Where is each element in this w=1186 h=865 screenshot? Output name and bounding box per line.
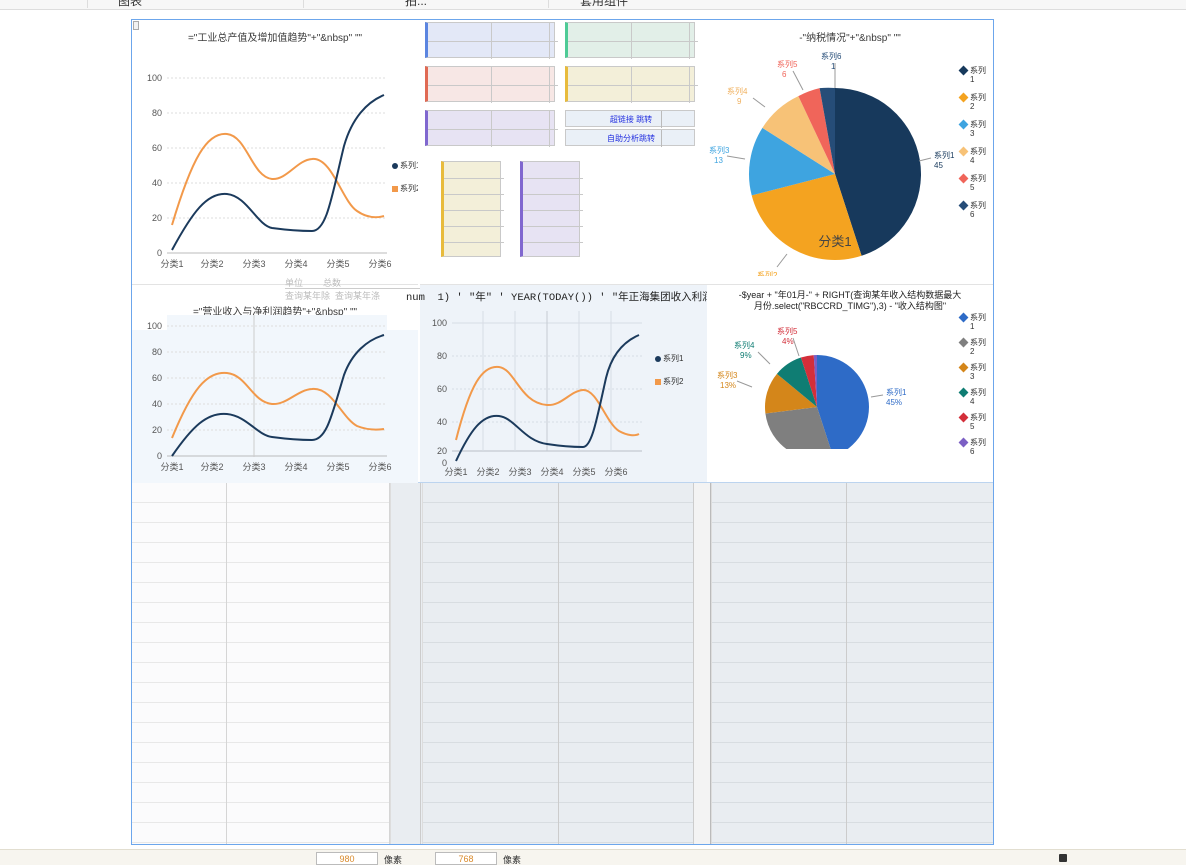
svg-text:20: 20 bbox=[437, 446, 447, 456]
svg-text:系列5: 系列5 bbox=[777, 326, 798, 336]
svg-text:60: 60 bbox=[437, 384, 447, 394]
svg-text:分类2: 分类2 bbox=[476, 466, 499, 477]
svg-text:80: 80 bbox=[152, 347, 162, 357]
svg-text:9: 9 bbox=[737, 97, 742, 106]
svg-text:4%: 4% bbox=[782, 337, 794, 346]
svg-text:系列2: 系列2 bbox=[757, 270, 778, 276]
svg-text:分类5: 分类5 bbox=[326, 461, 349, 472]
svg-text:20: 20 bbox=[152, 425, 162, 435]
svg-text:分类1: 分类1 bbox=[160, 258, 183, 269]
svg-text:80: 80 bbox=[437, 351, 447, 361]
svg-text:系列1: 系列1 bbox=[886, 387, 907, 397]
svg-text:分类1: 分类1 bbox=[444, 466, 467, 477]
svg-text:45%: 45% bbox=[886, 398, 902, 407]
svg-text:分类5: 分类5 bbox=[326, 258, 349, 269]
svg-text:系列5: 系列5 bbox=[777, 59, 798, 69]
svg-text:1: 1 bbox=[831, 62, 836, 71]
svg-text:分类6: 分类6 bbox=[604, 466, 627, 477]
svg-text:系列6: 系列6 bbox=[821, 51, 842, 61]
svg-text:100: 100 bbox=[147, 73, 162, 83]
svg-text:0: 0 bbox=[157, 248, 162, 258]
svg-text:分类2: 分类2 bbox=[200, 258, 223, 269]
svg-text:20: 20 bbox=[152, 213, 162, 223]
svg-text:分类2: 分类2 bbox=[200, 461, 223, 472]
svg-text:13: 13 bbox=[714, 156, 723, 165]
svg-text:分类6: 分类6 bbox=[368, 461, 391, 472]
svg-text:系列4: 系列4 bbox=[734, 340, 755, 350]
svg-text:分类4: 分类4 bbox=[284, 461, 307, 472]
svg-text:分类4: 分类4 bbox=[540, 466, 563, 477]
svg-text:分类4: 分类4 bbox=[284, 258, 307, 269]
svg-text:80: 80 bbox=[152, 108, 162, 118]
svg-text:系列4: 系列4 bbox=[727, 86, 748, 96]
svg-text:40: 40 bbox=[437, 417, 447, 427]
svg-text:系列1: 系列1 bbox=[934, 150, 955, 160]
svg-text:分类1: 分类1 bbox=[160, 461, 183, 472]
svg-text:100: 100 bbox=[432, 318, 447, 328]
svg-text:分类3: 分类3 bbox=[242, 461, 265, 472]
svg-text:9%: 9% bbox=[740, 351, 752, 360]
svg-text:60: 60 bbox=[152, 373, 162, 383]
svg-text:40: 40 bbox=[152, 399, 162, 409]
svg-text:100: 100 bbox=[147, 321, 162, 331]
svg-text:6: 6 bbox=[782, 70, 787, 79]
svg-text:分类1: 分类1 bbox=[818, 234, 851, 249]
svg-text:分类3: 分类3 bbox=[508, 466, 531, 477]
svg-text:60: 60 bbox=[152, 143, 162, 153]
svg-text:40: 40 bbox=[152, 178, 162, 188]
svg-text:0: 0 bbox=[157, 451, 162, 461]
svg-text:45: 45 bbox=[934, 161, 943, 170]
svg-text:分类3: 分类3 bbox=[242, 258, 265, 269]
svg-text:系列3: 系列3 bbox=[717, 370, 738, 380]
svg-text:13%: 13% bbox=[720, 381, 736, 390]
svg-text:系列3: 系列3 bbox=[709, 145, 730, 155]
svg-text:分类5: 分类5 bbox=[572, 466, 595, 477]
svg-text:分类6: 分类6 bbox=[368, 258, 391, 269]
